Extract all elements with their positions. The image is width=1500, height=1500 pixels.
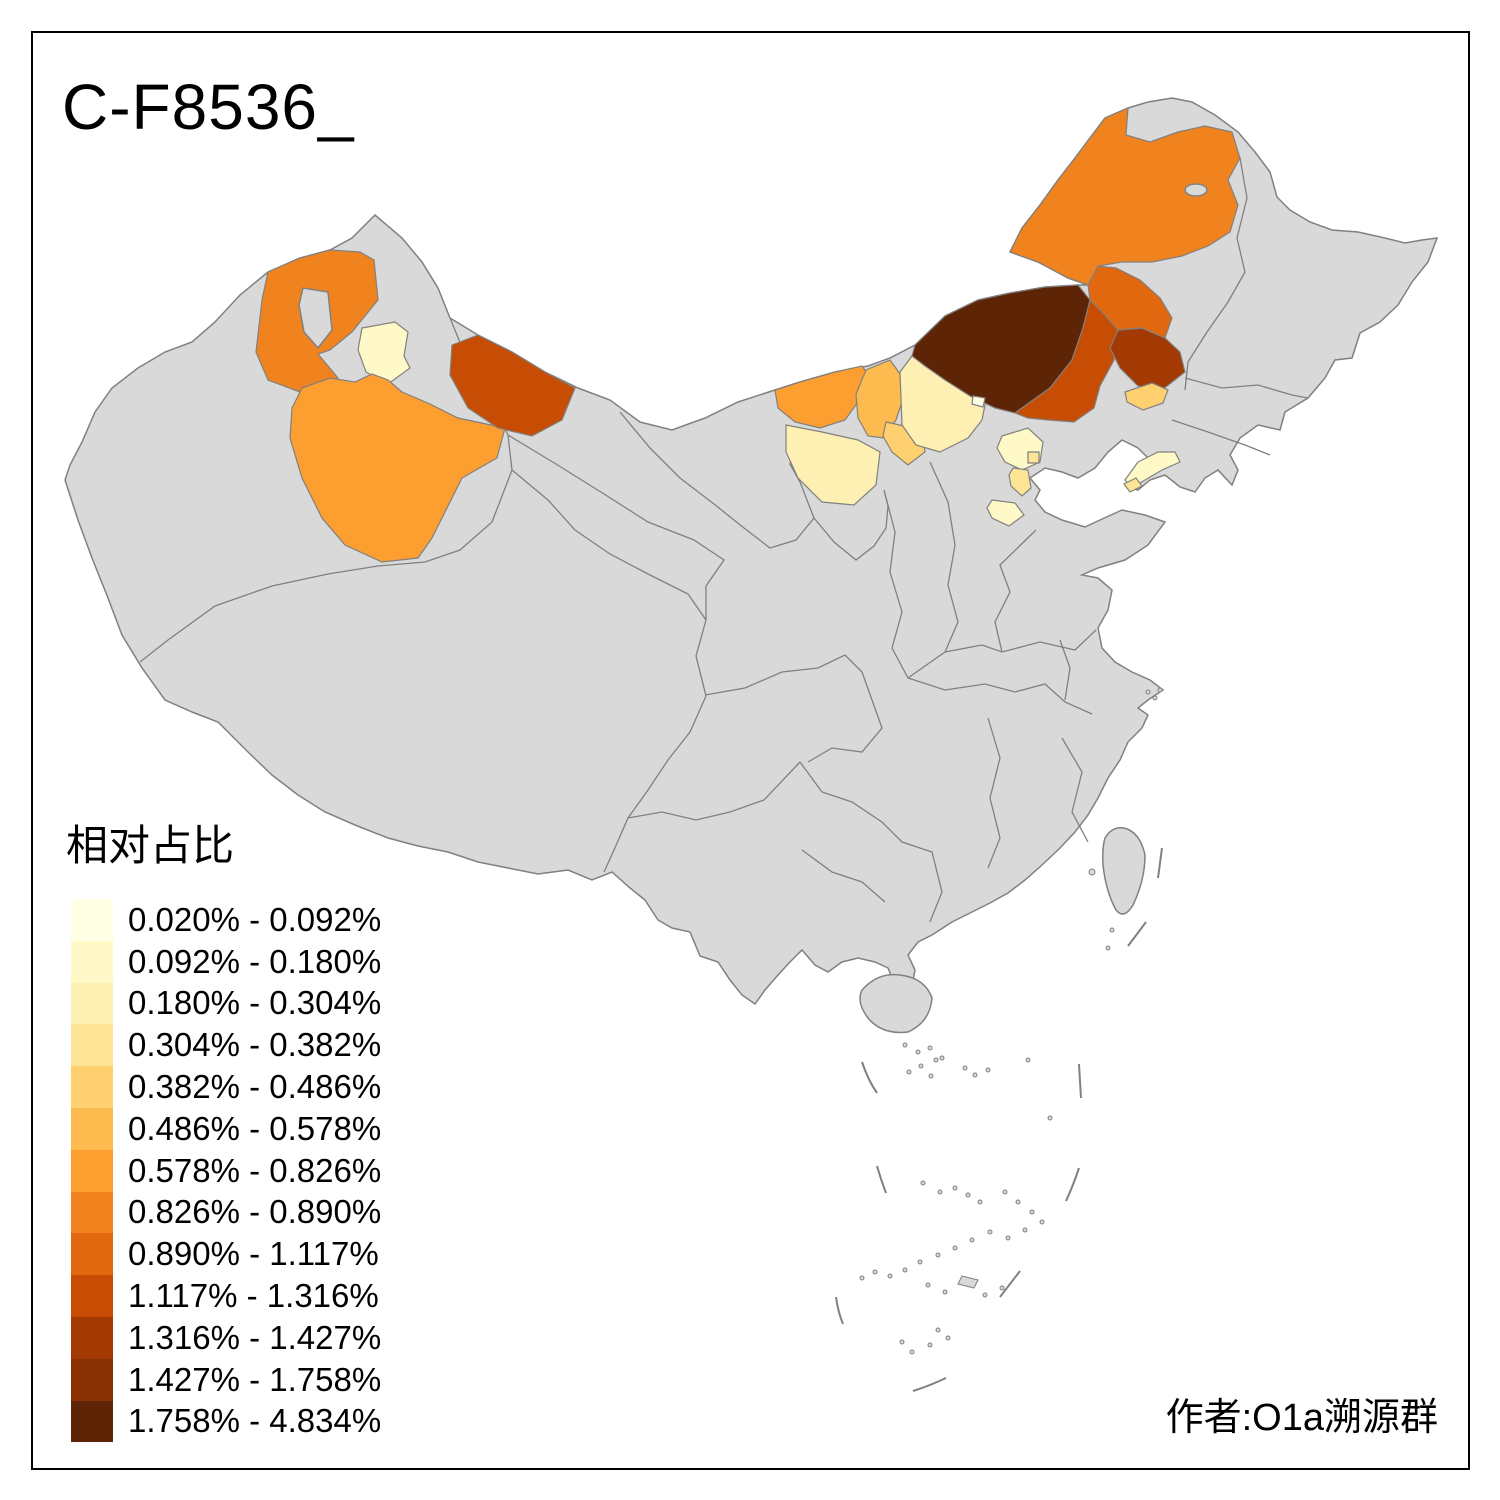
legend-title: 相对占比: [66, 822, 235, 869]
islands: [835, 687, 1163, 1392]
page-title: C-F8536_: [62, 71, 355, 143]
map-region-patch: [986, 499, 1025, 527]
legend-swatch: [71, 1107, 113, 1150]
karamay-enclave: [298, 287, 333, 350]
legend-swatch: [71, 982, 113, 1025]
legend-label: 0.890% - 1.117%: [128, 1235, 379, 1273]
legend-row: 0.890% - 1.117%: [71, 1233, 381, 1276]
colored-regions: [255, 107, 1241, 563]
legend-swatch: [71, 1400, 113, 1443]
map-region-patch: [1008, 467, 1032, 497]
legend-label: 0.092% - 0.180%: [128, 942, 382, 980]
legend-label: 0.304% - 0.382%: [128, 1026, 382, 1064]
legend-label: 0.180% - 0.304%: [128, 984, 382, 1022]
legend-label: 1.316% - 1.427%: [128, 1318, 382, 1356]
legend-label: 0.486% - 0.578%: [128, 1109, 382, 1147]
map-region-patch: [1009, 107, 1241, 286]
legend-swatch: [71, 1316, 113, 1359]
province-borders: [139, 157, 1309, 923]
map-region-patch: [1124, 382, 1169, 411]
map-region-patch: [971, 395, 986, 408]
map-region-patch: [1027, 451, 1040, 464]
legend-label: 0.020% - 0.092%: [128, 900, 382, 938]
legend-swatch: [71, 1066, 113, 1108]
legend-swatch: [71, 1233, 113, 1276]
hainan-island: [859, 973, 933, 1034]
legend-row: 0.020% - 0.092%: [71, 899, 381, 941]
legend-label: 0.382% - 0.486%: [128, 1068, 382, 1106]
islet: [957, 1275, 979, 1289]
map-region-patch: [357, 321, 411, 385]
legend-row: 1.758% - 4.834%: [71, 1400, 382, 1443]
legend-swatch: [71, 899, 113, 941]
legend-row: 0.826% - 0.890%: [71, 1191, 382, 1234]
legend-label: 1.758% - 4.834%: [128, 1402, 382, 1440]
map-region-patch: [289, 373, 506, 563]
legend: 相对占比 0.020% - 0.092% 0.092% - 0.180% 0.1…: [66, 812, 382, 1443]
legend-swatch: [71, 1149, 113, 1192]
legend-row: 0.578% - 0.826%: [71, 1149, 382, 1192]
small-island-dots: [859, 687, 1163, 1355]
legend-row: 1.316% - 1.427%: [71, 1316, 382, 1359]
map-region-patch: [1123, 477, 1143, 493]
legend-swatch: [71, 940, 113, 983]
legend-label: 0.826% - 0.890%: [128, 1193, 382, 1231]
author-credit: 作者:O1a溯源群: [1165, 1397, 1438, 1439]
legend-label: 1.427% - 1.758%: [128, 1360, 382, 1398]
legend-swatch: [71, 1191, 113, 1234]
legend-row: 0.486% - 0.578%: [71, 1107, 382, 1150]
legend-row: 1.117% - 1.316%: [71, 1275, 381, 1317]
legend-row: 0.092% - 0.180%: [71, 940, 382, 983]
legend-swatch: [71, 1024, 113, 1067]
map-region-patch: [855, 359, 903, 439]
legend-row: 0.180% - 0.304%: [71, 982, 382, 1025]
legend-row: 0.382% - 0.486%: [71, 1066, 381, 1108]
taiwan-island: [1102, 826, 1146, 915]
legend-label: 0.578% - 0.826%: [128, 1151, 382, 1189]
map-region-patch: [449, 334, 576, 437]
map-region-patch: [785, 424, 881, 506]
hulunbuir-enclave: [1184, 183, 1208, 197]
legend-swatch: [71, 1358, 113, 1401]
legend-label: 1.117% - 1.316%: [128, 1277, 379, 1315]
legend-swatch: [71, 1275, 113, 1317]
legend-row: 1.427% - 1.758%: [71, 1358, 382, 1401]
sea-boundary-dashes: [835, 847, 1163, 1392]
legend-row: 0.304% - 0.382%: [71, 1024, 382, 1067]
map-region-patch: [1087, 265, 1173, 339]
